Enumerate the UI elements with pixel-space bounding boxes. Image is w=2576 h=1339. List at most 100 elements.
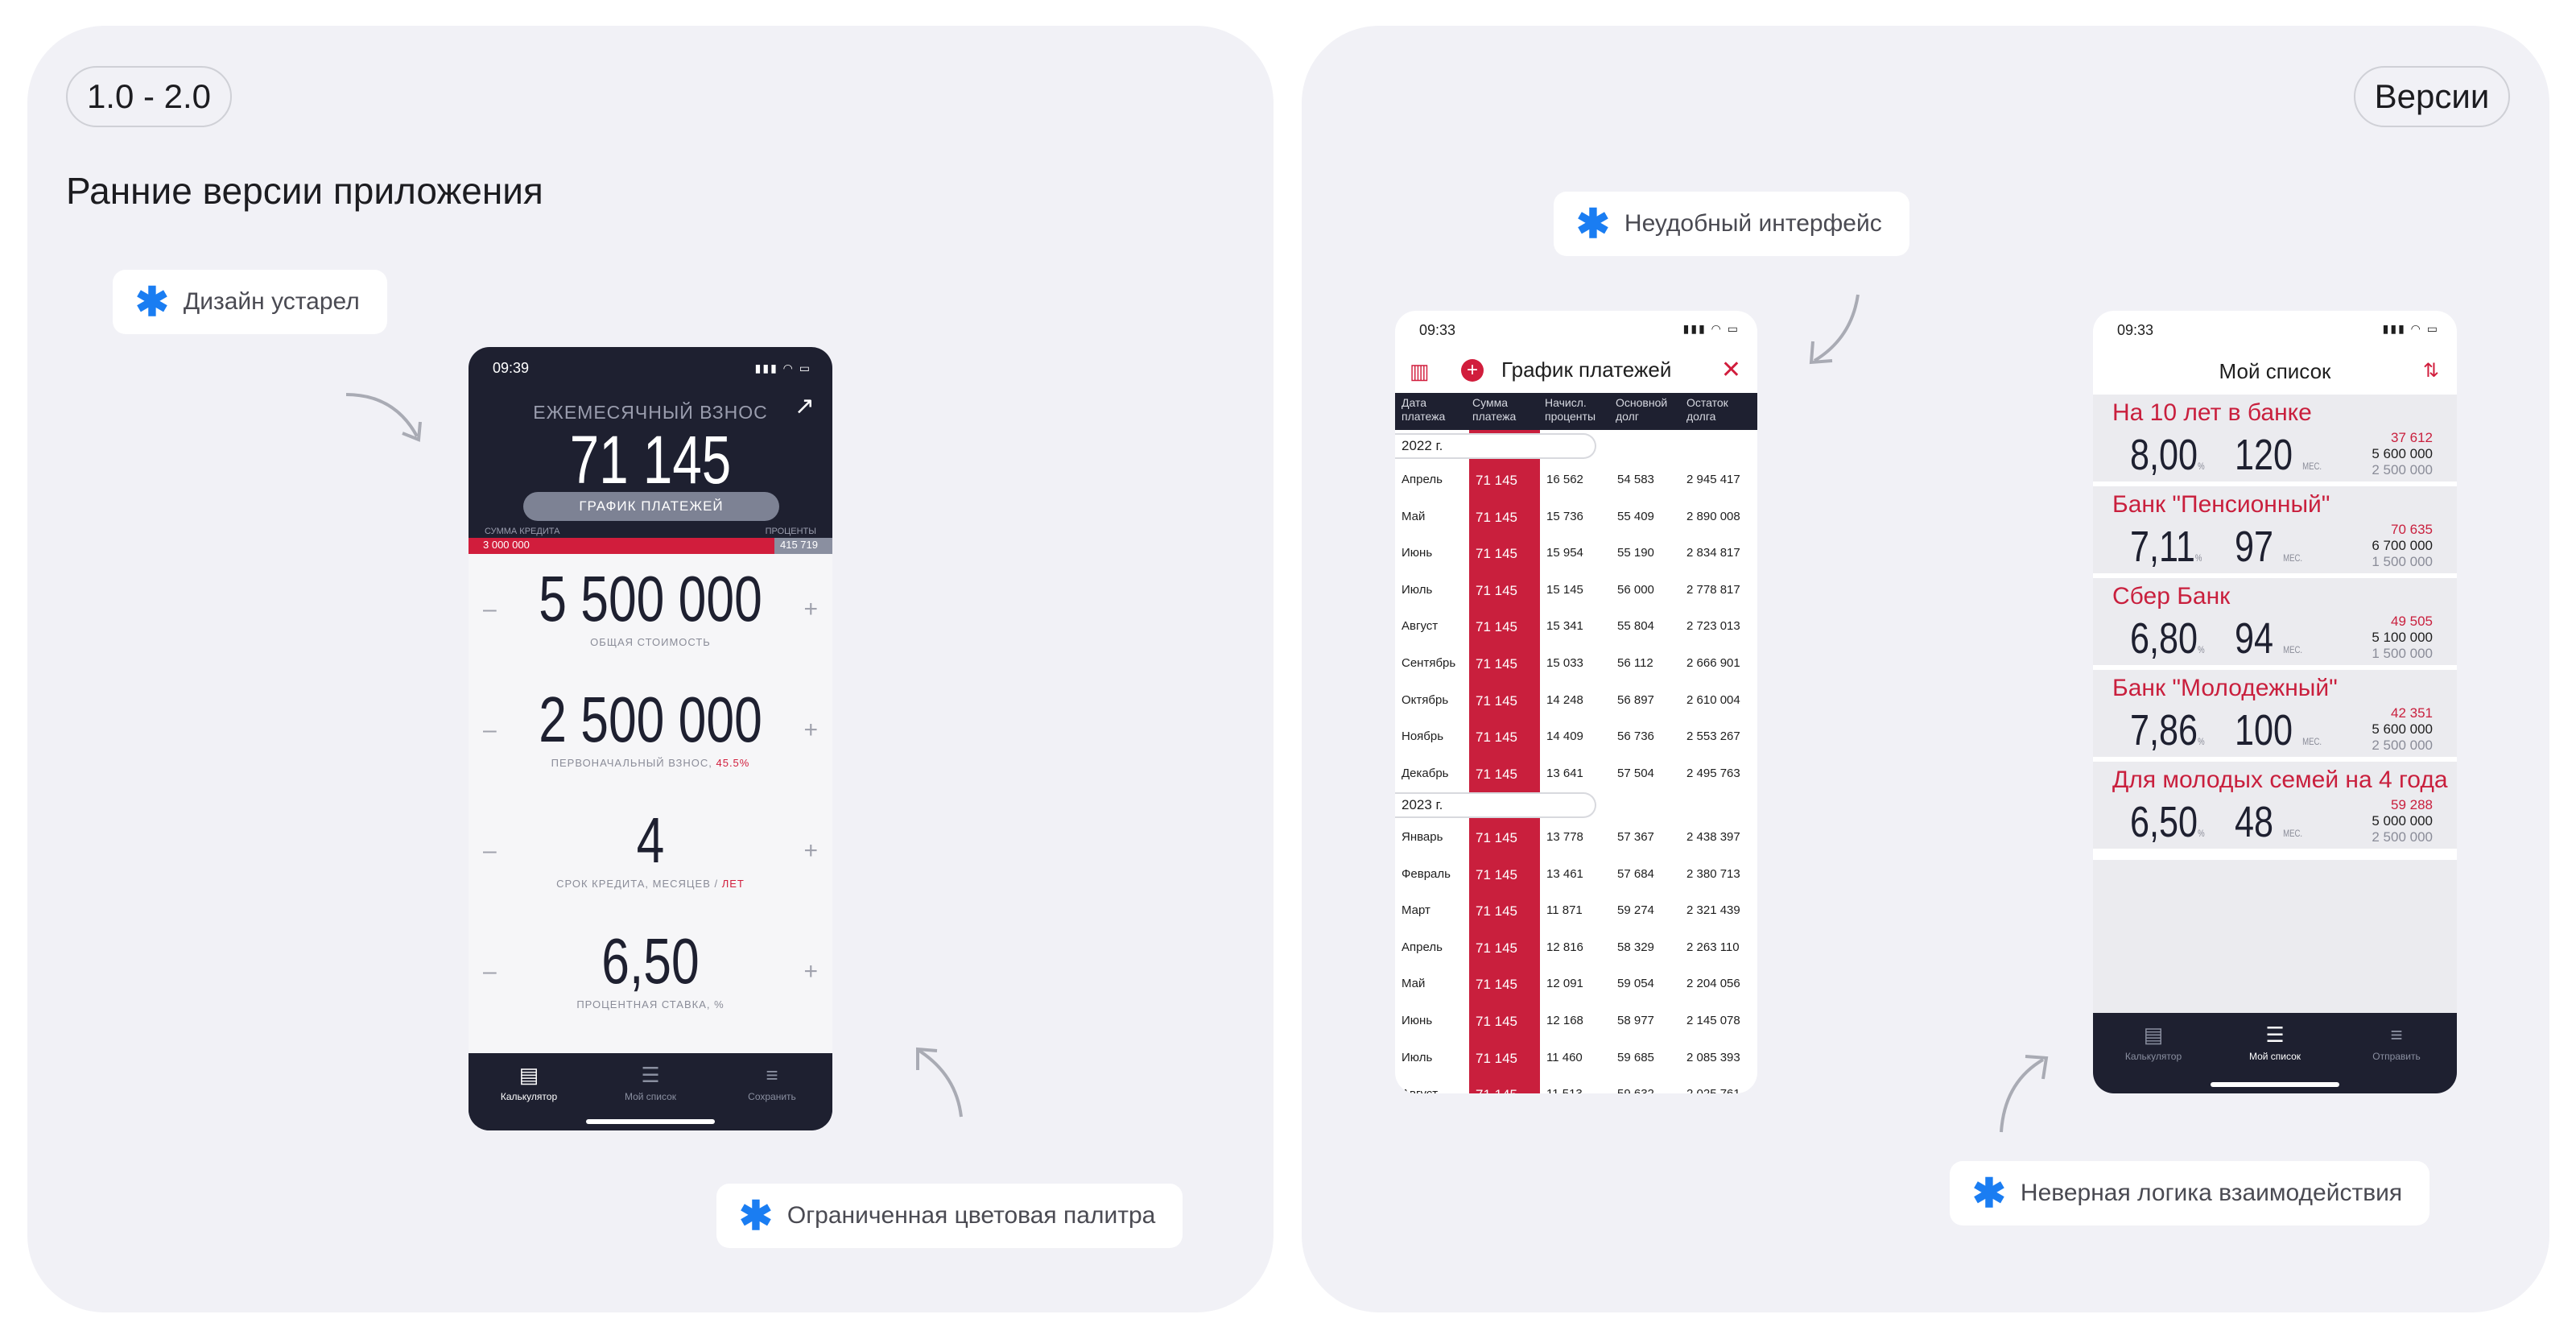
- table-cell: 71 145: [1476, 977, 1517, 993]
- tab-my-list[interactable]: ☰ Мой список: [2215, 1023, 2335, 1062]
- table-cell: 2 553 267: [1686, 729, 1740, 744]
- item-total: 5 600 000: [2372, 446, 2433, 461]
- table-cell: 71 145: [1476, 692, 1517, 709]
- tab-calculator[interactable]: ▤ Калькулятор: [469, 1063, 589, 1102]
- table-row: Май 71 145 12 091 59 054 2 204 056: [1395, 966, 1757, 1003]
- list-item[interactable]: Банк "Пенсионный" 7,11% 97 МЕС. 70 635 6 700…: [2093, 486, 2457, 573]
- table-cell: 71 145: [1476, 1014, 1517, 1029]
- close-icon[interactable]: ✕: [1720, 357, 1741, 383]
- expand-arrow-icon[interactable]: ↗: [794, 393, 815, 419]
- list-icon: ☰: [2265, 1023, 2285, 1047]
- tab-my-list[interactable]: ☰ Мой список: [590, 1063, 711, 1102]
- tab-bar: ▤ Калькулятор ☰ Мой список ≡ Сохранить: [469, 1053, 832, 1130]
- list-item[interactable]: На 10 лет в банке 8,00% 120 МЕС. 37 612 5 60…: [2093, 395, 2457, 481]
- status-icons: ▮▮▮ ◠ ▭: [2382, 322, 2439, 335]
- table-cell: 59 054: [1617, 977, 1654, 991]
- field-value[interactable]: 5 500 000: [539, 563, 762, 634]
- monthly-value: 71 145: [569, 422, 732, 498]
- field-caption: ПЕРВОНАЧАЛЬНЫЙ ВЗНОС, 45.5%: [551, 757, 750, 769]
- empty-area: [2093, 860, 2457, 1021]
- minus-button[interactable]: –: [483, 958, 497, 985]
- plus-button[interactable]: +: [803, 958, 818, 985]
- table-cell: 71 145: [1476, 619, 1517, 635]
- status-icons: ▮▮▮ ◠ ▭: [754, 362, 811, 374]
- table-cell: 55 804: [1617, 619, 1654, 634]
- item-term: 97 МЕС.: [2235, 523, 2303, 571]
- table-cell: 2 778 817: [1686, 582, 1740, 597]
- plus-circle-icon[interactable]: +: [1461, 359, 1484, 382]
- field-value[interactable]: 4: [636, 804, 665, 876]
- col-balance: Остаток долга: [1686, 396, 1728, 423]
- table-row: Апрель 71 145 12 816 58 329 2 263 110: [1395, 930, 1757, 967]
- table-cell: 2 025 761: [1686, 1087, 1740, 1093]
- col-principal: Основной долг: [1616, 396, 1668, 423]
- note-interface: ✱ Неудобный интерфейс: [1554, 192, 1909, 256]
- tab-send[interactable]: ≡ Отправить: [2336, 1023, 2457, 1062]
- asterisk-icon: ✱: [135, 279, 169, 324]
- table-cell: 71 145: [1476, 509, 1517, 525]
- minus-button[interactable]: –: [483, 596, 497, 622]
- item-term: 100 МЕС.: [2235, 706, 2322, 754]
- minus-button[interactable]: –: [483, 717, 497, 743]
- table-cell: Апрель: [1402, 473, 1443, 486]
- field-term: – 4 СРОК КРЕДИТА, МЕСЯЦЕВ / ЛЕТ +: [469, 796, 832, 916]
- field-caption: ПРОЦЕНТНАЯ СТАВКА, %: [576, 998, 724, 1010]
- list-item[interactable]: Для молодых семей на 4 года 6,50% 48 МЕС. 5…: [2093, 762, 2457, 849]
- plus-button[interactable]: +: [803, 596, 818, 622]
- asterisk-icon: ✱: [1972, 1171, 2006, 1216]
- table-row: Май 71 145 15 736 55 409 2 890 008: [1395, 499, 1757, 536]
- table-row: Декабрь 71 145 13 641 57 504 2 495 763: [1395, 756, 1757, 793]
- home-indicator: [2211, 1082, 2339, 1087]
- table-cell: 58 977: [1617, 1014, 1654, 1027]
- item-payment: 42 351: [2391, 705, 2433, 721]
- table-cell: 12 091: [1546, 977, 1583, 991]
- curved-arrow-icon: [345, 393, 422, 442]
- bar-chart-icon[interactable]: ▥: [1410, 359, 1430, 383]
- table-cell: 55 190: [1617, 546, 1654, 560]
- plus-button[interactable]: +: [803, 837, 818, 864]
- table-cell: 2 834 817: [1686, 546, 1740, 560]
- table-row: Июнь 71 145 15 954 55 190 2 834 817: [1395, 535, 1757, 572]
- table-cell: 71 145: [1476, 546, 1517, 562]
- list-item[interactable]: Сбер Банк 6,80% 94 МЕС. 49 505 5 100 000 1 50…: [2093, 578, 2457, 665]
- table-cell: 13 778: [1546, 830, 1583, 844]
- field-value[interactable]: 2 500 000: [539, 684, 762, 755]
- table-cell: 58 329: [1617, 940, 1654, 954]
- item-payment: 70 635: [2391, 522, 2433, 537]
- sort-icon[interactable]: ⇅: [2422, 360, 2439, 382]
- table-cell: 59 632: [1617, 1087, 1654, 1093]
- item-rate: 8,00%: [2130, 431, 2205, 479]
- home-indicator: [586, 1119, 715, 1124]
- tab-save[interactable]: ≡ Сохранить: [712, 1063, 832, 1102]
- list-item[interactable]: Банк "Молодежный" 7,86% 100 МЕС. 42 351 5 60…: [2093, 670, 2457, 757]
- table-cell: 2 263 110: [1686, 940, 1740, 954]
- table-cell: Июль: [1402, 1050, 1433, 1064]
- tab-calculator[interactable]: ▤ Калькулятор: [2093, 1023, 2214, 1062]
- table-cell: 15 954: [1546, 546, 1583, 560]
- table-row: Ноябрь 71 145 14 409 56 736 2 553 267: [1395, 719, 1757, 756]
- table-cell: 2 890 008: [1686, 509, 1740, 523]
- table-row: Июль 71 145 15 145 56 000 2 778 817: [1395, 572, 1757, 610]
- field-down-payment: – 2 500 000 ПЕРВОНАЧАЛЬНЫЙ ВЗНОС, 45.5% …: [469, 675, 832, 796]
- item-down-payment: 1 500 000: [2372, 554, 2433, 569]
- schedule-button[interactable]: ГРАФИК ПЛАТЕЖЕЙ: [523, 492, 779, 521]
- my-list-screen: 09:33 ▮▮▮ ◠ ▭ Мой список ⇅ На 10 лет в б…: [2093, 311, 2457, 1093]
- interest-bar: [774, 538, 832, 554]
- item-name: Сбер Банк: [2112, 583, 2231, 610]
- table-cell: 71 145: [1476, 903, 1517, 920]
- table-cell: Август: [1402, 619, 1439, 634]
- item-total: 5 100 000: [2372, 630, 2433, 645]
- table-row: Октябрь 71 145 14 248 56 897 2 610 004: [1395, 683, 1757, 720]
- table-row: Январь 71 145 13 778 57 367 2 438 397: [1395, 820, 1757, 857]
- item-term: 48 МЕС.: [2235, 798, 2303, 846]
- table-cell: 13 461: [1546, 866, 1583, 881]
- table-cell: 2 380 713: [1686, 866, 1740, 881]
- item-total: 5 600 000: [2372, 721, 2433, 737]
- field-value[interactable]: 6,50: [601, 925, 700, 997]
- item-name: Для молодых семей на 4 года: [2112, 767, 2448, 793]
- plus-button[interactable]: +: [803, 717, 818, 743]
- sum-value: 3 000 000: [483, 539, 530, 551]
- note-text: Дизайн устарел: [183, 288, 360, 315]
- curved-arrow-icon: [916, 1047, 963, 1118]
- minus-button[interactable]: –: [483, 837, 497, 864]
